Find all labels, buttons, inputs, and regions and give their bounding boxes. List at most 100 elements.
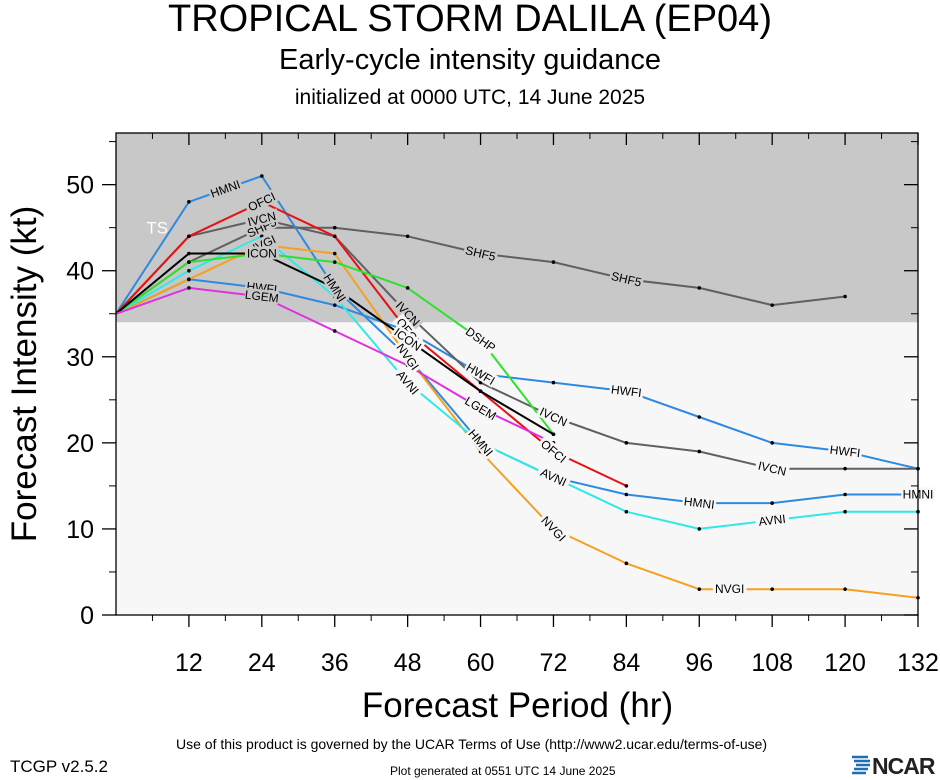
data-point-nvgi [624,561,629,566]
series-label-ivcn: IVCN [246,209,277,229]
data-point-ivcn [697,449,702,454]
data-point-hwfi [697,415,702,419]
x-tick-label: 72 [540,649,568,677]
data-point-shf5 [770,303,774,307]
chart-axes: 0 10 20 30 40 50 12 24 36 48 60 72 84 96 108 120 132 [66,132,939,677]
x-tick-label: 84 [612,649,640,677]
series-label-bg-hwfi [608,382,644,400]
series-label-hwfi: HWFI [829,443,861,460]
series-label-bg-icon [245,246,279,260]
data-point-ivcn [478,380,483,385]
series-label-bg-ofci [243,188,280,215]
series-label-bg-hmni [465,425,497,460]
series-label-bg-hmni [320,270,350,306]
series-label-bg-nvgi [393,339,424,375]
data-point-avni [187,268,191,273]
series-label-bg-lgem [463,393,499,423]
data-point-dshp [405,286,410,290]
data-point-ofci [332,234,337,239]
data-point-dshp [187,260,191,264]
data-point-ofci [187,234,191,239]
series-label-lgem: LGEM [244,288,279,306]
data-point-shf5 [405,234,410,239]
series-label-bg-hwfi [463,359,499,388]
series-label-bg-avni [392,365,424,400]
chart-subtitle: Early-cycle intensity guidance [278,44,661,76]
data-point-hmni [843,492,847,497]
data-point-avni [697,527,702,531]
product-version: TCGP v2.5.2 [10,757,108,776]
series-label-bg-ivcn [391,296,425,331]
series-label-bg-shf5 [462,242,499,264]
x-tick-label: 36 [321,649,349,677]
data-point-ivcn [843,466,847,471]
intensity-chart: TS SHF5SHF5SHF5HWFIHWFIHWFIHWFIIVCNIVCNI… [66,132,939,677]
y-tick-label: 0 [80,602,94,630]
ncar-logo: NCAR [850,751,940,780]
y-tick-label: 20 [66,430,94,458]
x-tick-label: 48 [394,649,422,677]
series-label-bg-avni [754,511,790,529]
ncar-logo-text: NCAR [872,753,935,779]
data-point-hwfi [332,303,337,307]
series-label-bg-avni [535,463,572,490]
plot-generated-time: Plot generated at 0551 UTC 14 June 2025 [390,764,616,778]
series-label-bg-lgem [244,287,280,305]
band-label-ts: TS [146,219,168,238]
series-label-bg-hwfi [827,442,863,460]
data-point-nvgi [770,587,774,591]
y-tick-label: 50 [66,172,94,200]
initialization-time: initialized at 0000 UTC, 14 June 2025 [294,86,646,109]
x-tick-label: 24 [248,649,276,677]
data-point-icon [551,432,556,437]
data-point-avni [843,509,847,514]
data-point-hwfi [770,441,774,445]
data-point-shf5 [551,260,556,264]
series-label-bg-dshp [463,324,499,355]
terms-of-use-text: Use of this product is governed by the U… [176,736,768,752]
series-label-bg-ivcn [243,208,280,229]
x-tick-label: 12 [175,649,203,677]
series-label-shf5: SHF5 [464,243,497,264]
data-point-hmni [624,492,629,497]
series-label-hwfi: HWFI [610,382,642,399]
y-tick-label: 10 [66,516,94,544]
series-label-shf5: SHF5 [610,269,643,290]
series-label-bg-nvgi [537,511,571,546]
ncar-logo-mark-icon [852,755,870,775]
data-point-shf5 [332,225,337,230]
series-label-bg-ivcn [754,457,791,479]
data-point-hwfi [551,380,556,385]
series-label-hmni: HMNI [683,494,715,511]
y-tick-label: 30 [66,344,94,372]
series-label-icon: ICON [247,247,277,261]
data-point-lgem [332,329,337,333]
data-point-hmni [187,200,191,204]
x-tick-label: 108 [751,649,793,677]
data-point-hmni [260,174,264,178]
data-point-nvgi [843,587,847,591]
data-point-ofci [624,484,629,488]
series-label-bg-icon [390,324,426,355]
data-point-nvgi [332,251,337,256]
y-axis-label: Forecast Intensity (kt) [5,205,44,543]
series-label-bg-ivcn [535,403,572,430]
data-point-dshp [332,260,337,264]
chart-title: TROPICAL STORM DALILA (EP04) [168,0,772,40]
x-axis-label: Forecast Period (hr) [361,686,674,725]
data-point-nvgi [187,277,191,282]
series-label-ivcn: IVCN [757,459,788,479]
series-label-bg-hmni [681,494,717,512]
data-point-icon [478,389,483,394]
series-label-bg-hmni [207,176,244,201]
series-label-avni: AVNI [758,512,787,529]
series-label-bg-nvgi [712,582,747,596]
x-tick-label: 60 [467,649,495,677]
data-point-nvgi [697,587,702,591]
series-label-bg-shf5 [608,268,645,290]
model-points [187,174,920,600]
data-point-avni [624,509,629,514]
data-point-icon [187,251,191,256]
series-label-bg-ofci [536,435,571,467]
data-point-shf5 [697,286,702,290]
